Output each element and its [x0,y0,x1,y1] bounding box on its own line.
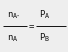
Text: A·: A· [13,13,21,19]
Text: A: A [45,13,49,19]
Text: A: A [13,36,17,42]
Text: =: = [29,22,34,31]
Text: n: n [7,10,12,19]
Text: P: P [39,10,44,19]
Text: P: P [39,33,44,42]
Text: B: B [45,36,49,42]
Text: n: n [7,33,12,42]
